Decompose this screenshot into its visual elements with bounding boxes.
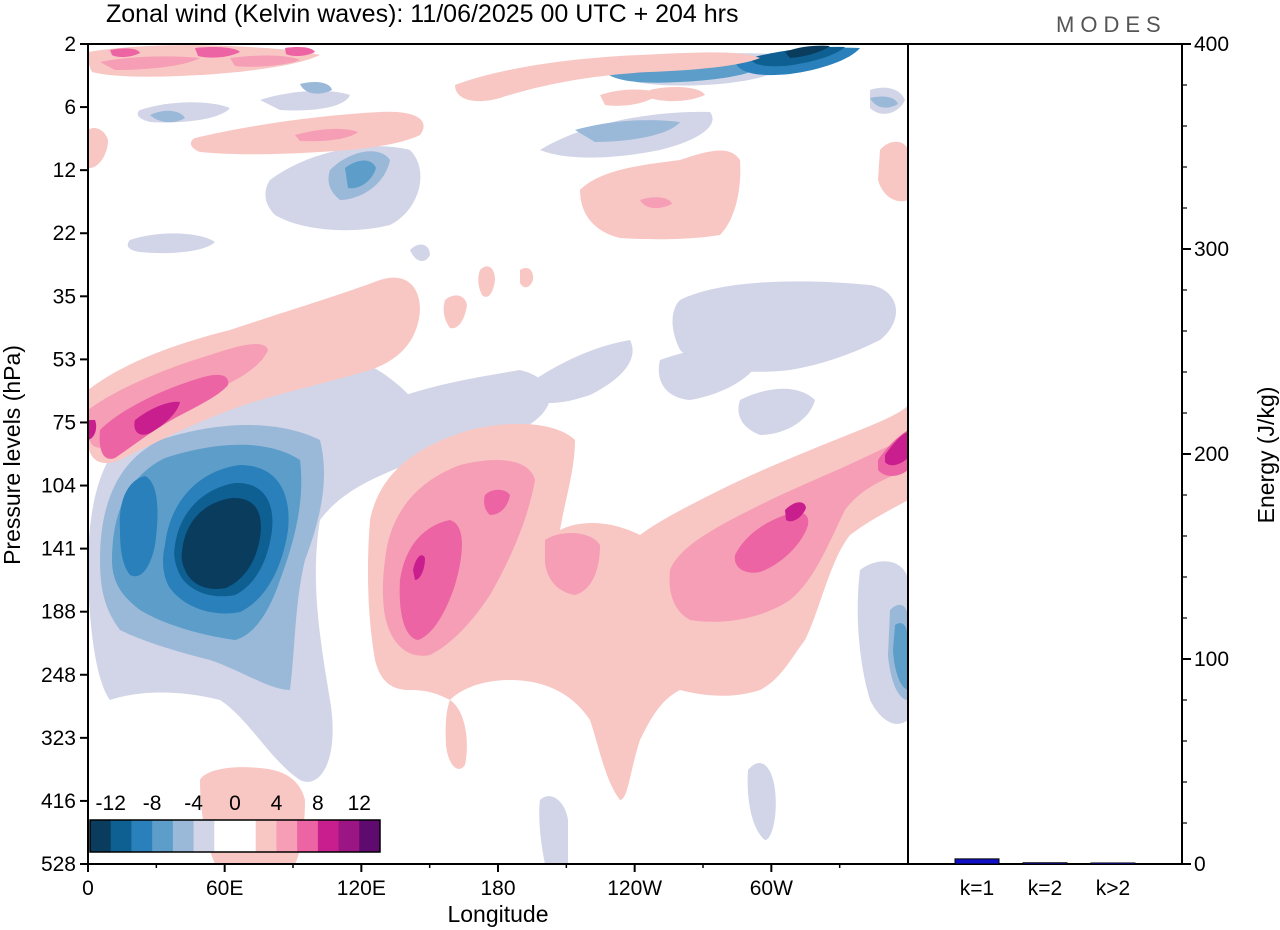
energy-panel-frame [907,43,1183,865]
x-axis: 0 60E 120E 180 120W 60W [82,864,841,900]
energy-bar [1022,862,1068,865]
y-tick-label: 22 [53,222,76,245]
colorbar-frame [89,819,381,853]
y-axis-label: Pressure levels (hPa) [0,345,25,565]
colorbar-label: 8 [312,792,324,815]
energy-tick-label: 300 [1194,238,1229,261]
colorbar-swatch [214,820,236,852]
y-tick-label: 35 [53,285,76,308]
y-tick-label: 528 [41,853,76,876]
colorbar-swatch [172,820,195,852]
energy-tick-label: 400 [1194,33,1229,56]
brand-logo: MODES [1056,12,1167,37]
contour-level-plus8 [88,401,908,580]
colorbar-label: -8 [143,792,162,815]
y-tick-label: 188 [41,601,76,624]
energy-axis-label: Energy (J/kg) [1253,387,1279,524]
energy-category-label: k>2 [1096,877,1130,900]
colorbar-label: 4 [271,792,283,815]
energy-bar [954,858,1000,865]
x-tick-label: 120E [337,877,386,900]
colorbar-label: -12 [96,792,126,815]
colorbar-label: 12 [348,792,371,815]
colorbar-label: -4 [184,792,203,815]
y-tick-label: 104 [41,475,76,498]
x-tick-label: 60W [750,877,793,900]
colorbar: -12 -8 -4 0 4 8 12 [89,792,381,853]
energy-tick-label: 200 [1194,443,1229,466]
y-tick-label: 53 [53,348,76,371]
energy-category-label: k=1 [960,877,994,900]
energy-tick-label: 0 [1194,853,1206,876]
colorbar-swatch [297,820,319,852]
y-tick-label: 323 [41,727,76,750]
chart-title: Zonal wind (Kelvin waves): 11/06/2025 00… [106,0,739,28]
colorbar-swatch [131,820,153,852]
y-axis: 2 6 12 22 35 53 75 104 141 188 248 323 416 528 [41,33,88,876]
y-tick-label: 12 [53,159,76,182]
colorbar-swatch [276,820,298,852]
x-axis-label: Longitude [447,901,548,927]
colorbar-swatch [152,820,174,852]
y-tick-label: 141 [41,538,76,561]
colorbar-swatch [338,820,360,852]
energy-bar-chart: 0 100 200 300 400 k=1 k=2 k>2 [954,33,1229,900]
x-tick-label: 180 [480,877,515,900]
colorbar-swatch [110,820,132,852]
energy-bar [1090,862,1136,865]
colorbar-swatch [359,820,381,852]
y-tick-label: 416 [41,790,76,813]
contour-field [88,44,908,864]
x-tick-label: 120W [607,877,662,900]
colorbar-swatch [255,820,277,852]
colorbar-swatch [90,820,112,852]
energy-category-label: k=2 [1028,877,1062,900]
contour-level-minus12 [181,45,830,589]
x-tick-label: 0 [82,877,94,900]
y-tick-label: 75 [53,411,76,434]
y-tick-label: 2 [64,33,76,56]
y-tick-label: 6 [64,96,76,119]
colorbar-label: 0 [229,792,241,815]
energy-tick-label: 100 [1194,648,1229,671]
x-tick-label: 60E [206,877,243,900]
y-tick-label: 248 [41,664,76,687]
colorbar-swatch [235,820,257,852]
colorbar-swatch [193,820,215,852]
colorbar-swatch [317,820,340,852]
